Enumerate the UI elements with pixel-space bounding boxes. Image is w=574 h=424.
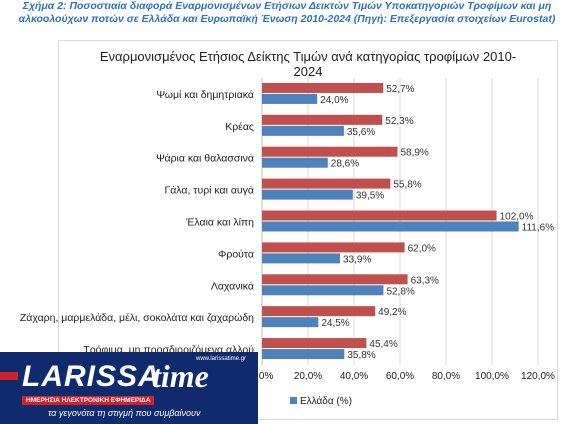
data-label: 39,5% [356, 191, 384, 202]
bar [262, 146, 398, 157]
category-label: Κρέας [225, 121, 254, 133]
category-label: Γάλα, τυρί και αυγά [164, 185, 254, 197]
category-label: Λαχανικά [211, 280, 254, 292]
data-label: 63,3% [411, 275, 439, 286]
data-label: 102,0% [500, 212, 534, 223]
bar [262, 157, 328, 168]
logo-strip: ΗΜΕΡΗΣΙΑ ΗΛΕΚΤΡΟΝΙΚΗ ΕΦΗΜΕΡΙΔΑ [22, 396, 155, 405]
x-tick-label: 120,0% [521, 371, 555, 382]
data-label: 52,7% [386, 84, 414, 95]
data-label: 52,3% [385, 116, 413, 127]
category-label: Ψωμί και δημητριακά [156, 89, 254, 101]
data-label: 55,8% [393, 180, 421, 191]
larissa-time-logo: LARISSA time www.larissatime.gr ΗΜΕΡΗΣΙΑ… [0, 352, 258, 424]
data-label: 49,2% [378, 307, 406, 318]
bar [262, 242, 405, 253]
data-label: 45,4% [369, 339, 397, 350]
category-label: Ζάχαρη, μαρμελάδα, μέλι, σοκολάτα και ζα… [20, 312, 254, 324]
bar [262, 82, 384, 93]
x-tick-label: 20,0% [294, 371, 322, 382]
bar [262, 253, 340, 264]
bar [262, 317, 319, 328]
data-label: 35,8% [347, 350, 375, 361]
bar [262, 306, 376, 317]
bar [262, 93, 318, 104]
x-tick-label: 60,0% [386, 371, 414, 382]
data-label: 52,8% [386, 286, 414, 297]
chart-title: Εναρμονισμένος Ετήσιος Δείκτης Τιμών ανά… [99, 49, 517, 79]
figure-caption: Σχήμα 2: Ποσοστιαία διαφορά Εναρμονισμέν… [18, 0, 556, 25]
category-label: Φρούτα [218, 248, 254, 260]
bar [262, 285, 384, 296]
data-label: 33,9% [343, 254, 371, 265]
bar [262, 221, 519, 232]
logo-url: www.larissatime.gr [196, 356, 247, 362]
x-tick-label: 80,0% [432, 371, 460, 382]
x-tick-label: 40,0% [340, 371, 368, 382]
legend-swatch [290, 397, 297, 404]
bar [262, 210, 497, 221]
legend-label: Ελλάδα (%) [300, 395, 352, 407]
data-label: 62,0% [408, 243, 436, 254]
bar [262, 338, 367, 349]
bar [262, 274, 408, 285]
category-label: Ψάρια και θαλασσινά [156, 153, 254, 165]
x-tick-label: 100,0% [475, 371, 509, 382]
bar [262, 349, 345, 360]
logo-word: LARISSA [22, 360, 161, 393]
logo-time: time [152, 358, 209, 394]
data-label: 111,6% [522, 223, 555, 234]
data-label: 35,6% [347, 127, 375, 138]
logo-slogan: τα γεγονότα τη στιγμή που συμβαίνουν [48, 408, 201, 418]
bar [262, 178, 391, 189]
bar [262, 189, 353, 200]
data-label: 24,5% [321, 318, 349, 329]
x-tick-label: 0,0% [251, 371, 274, 382]
data-label: 28,6% [331, 159, 359, 170]
category-label: Έλαια και λίπη [185, 217, 254, 229]
logo-red-bar [0, 372, 18, 380]
data-label: 24,0% [320, 95, 348, 106]
bar [262, 114, 383, 125]
bar [262, 125, 344, 136]
data-label: 58,9% [400, 148, 428, 159]
